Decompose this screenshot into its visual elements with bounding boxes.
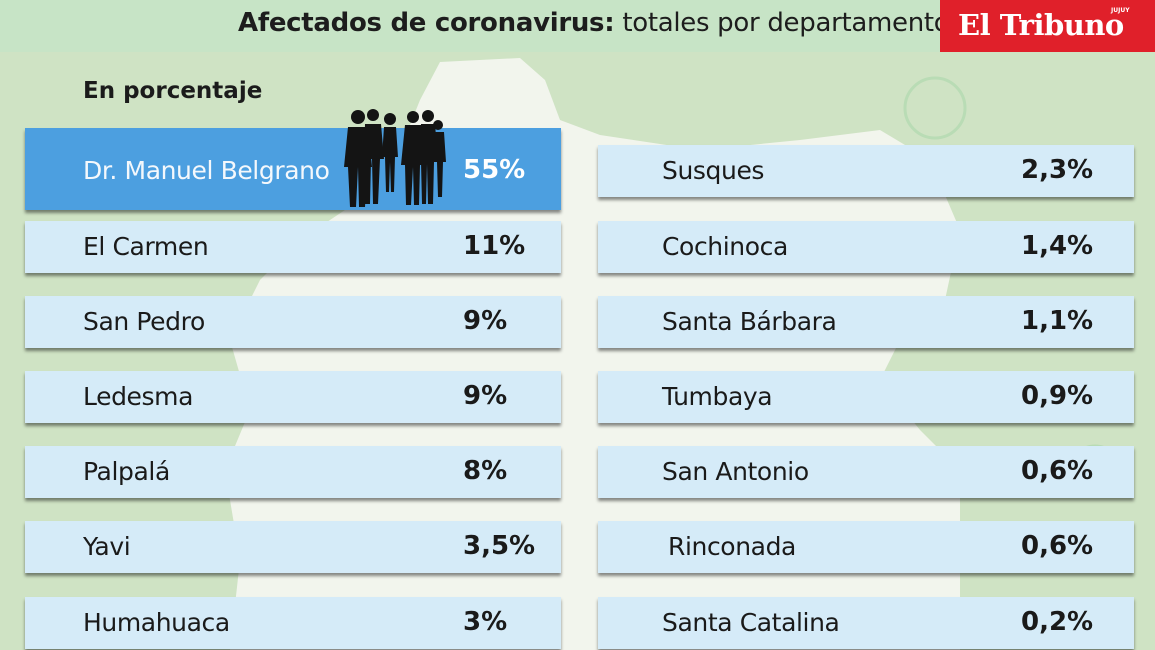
department-name: Tumbaya	[662, 382, 773, 411]
table-row: Palpalá 8%	[25, 446, 561, 498]
brand-logo: El Tribuno JUJUY	[940, 0, 1155, 52]
table-row: Santa Catalina 0,2%	[598, 597, 1134, 649]
department-name: Humahuaca	[83, 608, 230, 637]
table-row: Humahuaca 3%	[25, 597, 561, 649]
department-value: 1,1%	[1021, 306, 1094, 336]
table-row: Rinconada 0,6%	[598, 521, 1134, 573]
department-value: 8%	[463, 456, 508, 486]
department-value: 0,6%	[1021, 531, 1094, 561]
table-row: San Antonio 0,6%	[598, 446, 1134, 498]
department-value: 3,5%	[463, 531, 536, 561]
department-value: 2,3%	[1021, 155, 1094, 185]
table-row: Santa Bárbara 1,1%	[598, 296, 1134, 348]
department-name: San Pedro	[83, 307, 205, 336]
table-row: Dr. Manuel Belgrano 55%	[25, 128, 561, 210]
header-title: Afectados de coronavirus: totales por de…	[238, 8, 950, 38]
department-value: 0,2%	[1021, 607, 1094, 637]
table-row: San Pedro 9%	[25, 296, 561, 348]
department-value: 55%	[463, 155, 526, 185]
subtitle: En porcentaje	[83, 78, 263, 104]
department-name: Santa Bárbara	[662, 307, 837, 336]
department-name: Palpalá	[83, 457, 170, 486]
department-name: Susques	[662, 156, 765, 185]
table-row: El Carmen 11%	[25, 221, 561, 273]
department-name: Dr. Manuel Belgrano	[83, 156, 330, 185]
table-row: Ledesma 9%	[25, 371, 561, 423]
department-name: Yavi	[83, 532, 131, 561]
people-silhouette-icon	[344, 109, 446, 207]
department-value: 1,4%	[1021, 231, 1094, 261]
header-title-bold: Afectados de coronavirus:	[238, 8, 615, 38]
department-name: Cochinoca	[662, 232, 788, 261]
department-value: 0,9%	[1021, 381, 1094, 411]
table-row: Tumbaya 0,9%	[598, 371, 1134, 423]
brand-name: El Tribuno	[958, 8, 1124, 42]
department-value: 9%	[463, 306, 508, 336]
department-name: Ledesma	[83, 382, 194, 411]
department-name: Rinconada	[668, 532, 796, 561]
department-value: 9%	[463, 381, 508, 411]
table-row: Susques 2,3%	[598, 145, 1134, 197]
department-name: Santa Catalina	[662, 608, 840, 637]
table-row: Yavi 3,5%	[25, 521, 561, 573]
department-value: 3%	[463, 607, 508, 637]
department-name: El Carmen	[83, 232, 209, 261]
department-value: 11%	[463, 231, 526, 261]
header-title-rest: totales por departamento	[622, 8, 950, 38]
table-row: Cochinoca 1,4%	[598, 221, 1134, 273]
department-name: San Antonio	[662, 457, 809, 486]
brand-sub: JUJUY	[1111, 7, 1130, 14]
department-value: 0,6%	[1021, 456, 1094, 486]
